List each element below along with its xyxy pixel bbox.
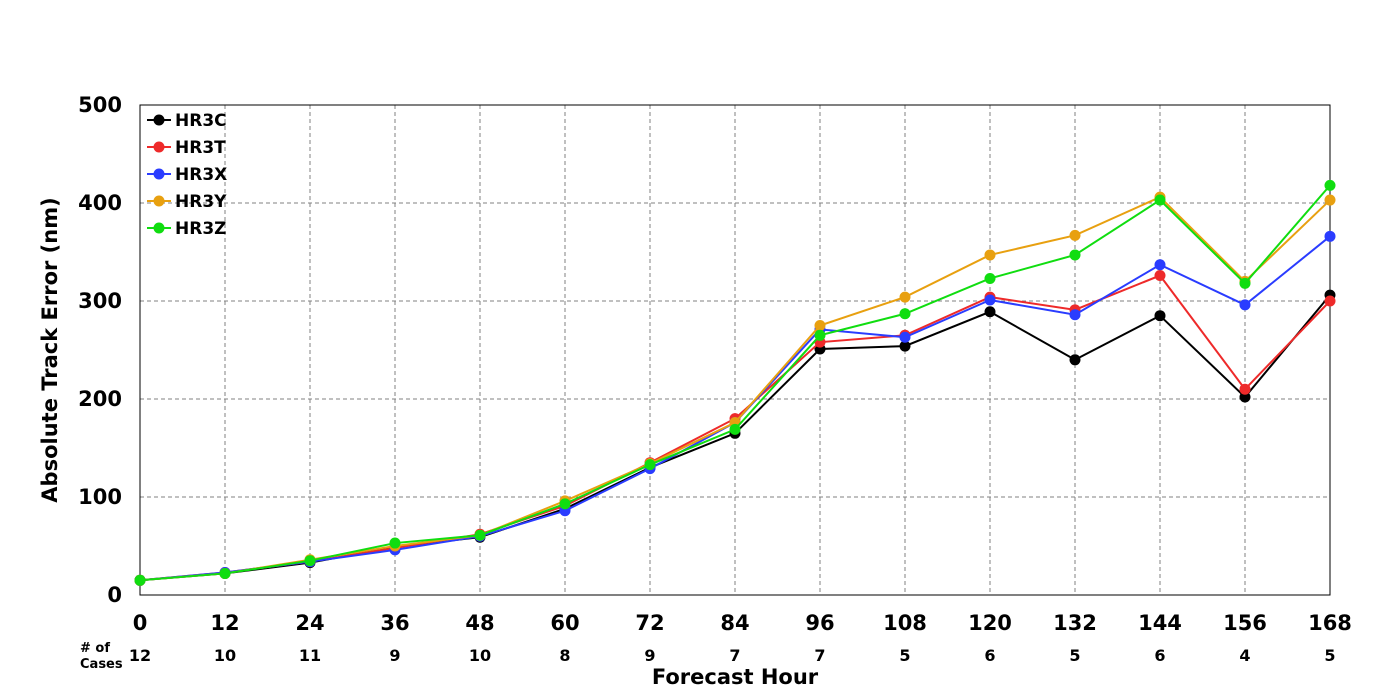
case-count: 9	[644, 646, 655, 665]
case-count: 8	[559, 646, 570, 665]
legend-label: HR3X	[175, 165, 227, 185]
data-point	[984, 249, 996, 261]
case-count: 7	[814, 646, 825, 665]
data-point	[1069, 249, 1081, 261]
data-point	[1324, 194, 1336, 206]
data-point	[984, 294, 996, 306]
x-tick-label: 36	[380, 611, 409, 635]
data-point	[1154, 194, 1166, 206]
data-point	[899, 331, 911, 343]
y-axis-title: Absolute Track Error (nm)	[38, 197, 62, 502]
data-point	[1069, 229, 1081, 241]
data-point	[1324, 230, 1336, 242]
data-point	[1154, 270, 1166, 282]
x-tick-label: 72	[635, 611, 664, 635]
y-tick-label: 500	[78, 93, 122, 117]
legend-label: HR3Z	[175, 219, 226, 239]
data-point	[389, 537, 401, 549]
y-tick-label: 400	[78, 191, 122, 215]
case-count: 5	[1324, 646, 1335, 665]
legend-swatch-marker	[153, 168, 165, 180]
grid	[140, 105, 1330, 595]
cases-row: 12 10 11 9 10 8 9 7 7 5 6 5 6 4 5	[129, 646, 1336, 665]
y-tick-label: 200	[78, 387, 122, 411]
y-tick-label: 0	[107, 583, 122, 607]
data-point	[899, 291, 911, 303]
data-point	[899, 340, 911, 352]
x-tick-label: 24	[295, 611, 324, 635]
legend-item: HR3T	[147, 138, 226, 158]
data-point	[1154, 310, 1166, 322]
x-tick-label: 84	[720, 611, 749, 635]
legend-item: HR3Z	[147, 219, 226, 239]
legend-item: HR3Y	[147, 192, 227, 212]
data-point	[1239, 299, 1251, 311]
case-count: 5	[899, 646, 910, 665]
cases-label-line: Cases	[80, 657, 123, 672]
y-tick-label: 100	[78, 485, 122, 509]
case-count: 11	[299, 646, 321, 665]
case-count: 6	[984, 646, 995, 665]
legend-swatch-marker	[153, 195, 165, 207]
x-tick-label: 144	[1138, 611, 1182, 635]
data-point	[134, 574, 146, 586]
legend: HR3C HR3T HR3X HR3Y HR3Z	[147, 111, 227, 239]
x-tick-label: 156	[1223, 611, 1267, 635]
x-tick-label: 0	[133, 611, 148, 635]
x-tick-label: 96	[805, 611, 834, 635]
y-tick-label: 300	[78, 289, 122, 313]
legend-label: HR3Y	[175, 192, 227, 212]
data-point	[1154, 259, 1166, 271]
x-tick-label: 120	[968, 611, 1012, 635]
data-point	[814, 320, 826, 331]
series-hr3z	[134, 179, 1336, 586]
data-point	[1069, 309, 1081, 321]
case-count: 10	[469, 646, 491, 665]
plot-frame	[139, 104, 1331, 596]
case-count: 7	[729, 646, 740, 665]
y-tick-labels: 0 100 200 300 400 500	[78, 93, 122, 607]
case-count: 12	[129, 646, 151, 665]
data-point	[644, 459, 656, 471]
legend-item: HR3X	[147, 165, 227, 185]
data-point	[219, 567, 231, 579]
case-count: 5	[1069, 646, 1080, 665]
legend-item: HR3C	[147, 111, 227, 131]
legend-swatch-marker	[153, 141, 165, 153]
data-point	[729, 423, 741, 435]
legend-label: HR3C	[175, 111, 227, 131]
data-point	[1324, 179, 1336, 191]
x-tick-label: 12	[210, 611, 239, 635]
legend-swatch-marker	[153, 114, 165, 126]
case-count: 10	[214, 646, 236, 665]
legend-label: HR3T	[175, 138, 226, 158]
case-count: 4	[1239, 646, 1250, 665]
case-count: 6	[1154, 646, 1165, 665]
data-point	[899, 308, 911, 320]
case-count: 9	[389, 646, 400, 665]
data-point	[1239, 277, 1251, 289]
data-point	[984, 306, 996, 318]
x-tick-label: 168	[1308, 611, 1352, 635]
x-tick-labels: 0 12 24 36 48 60 72 84 96 108 120 132 144 156 168	[133, 611, 1352, 635]
data-point	[1069, 354, 1081, 366]
legend-swatch-marker	[153, 222, 165, 234]
cases-label-line: # of	[80, 641, 110, 656]
data-point	[474, 529, 486, 541]
x-tick-label: 60	[550, 611, 579, 635]
data-point	[1239, 383, 1251, 395]
data-point	[1239, 391, 1251, 403]
data-point	[984, 272, 996, 284]
x-tick-label: 48	[465, 611, 494, 635]
data-point	[1324, 295, 1336, 307]
x-axis-title: Forecast Hour	[652, 665, 819, 689]
data-point	[559, 498, 571, 510]
x-tick-label: 108	[883, 611, 927, 635]
data-point	[814, 329, 826, 341]
data-point	[304, 555, 316, 567]
cases-label: # of Cases	[80, 641, 123, 672]
x-tick-label: 132	[1053, 611, 1097, 635]
series-layer	[134, 179, 1336, 586]
